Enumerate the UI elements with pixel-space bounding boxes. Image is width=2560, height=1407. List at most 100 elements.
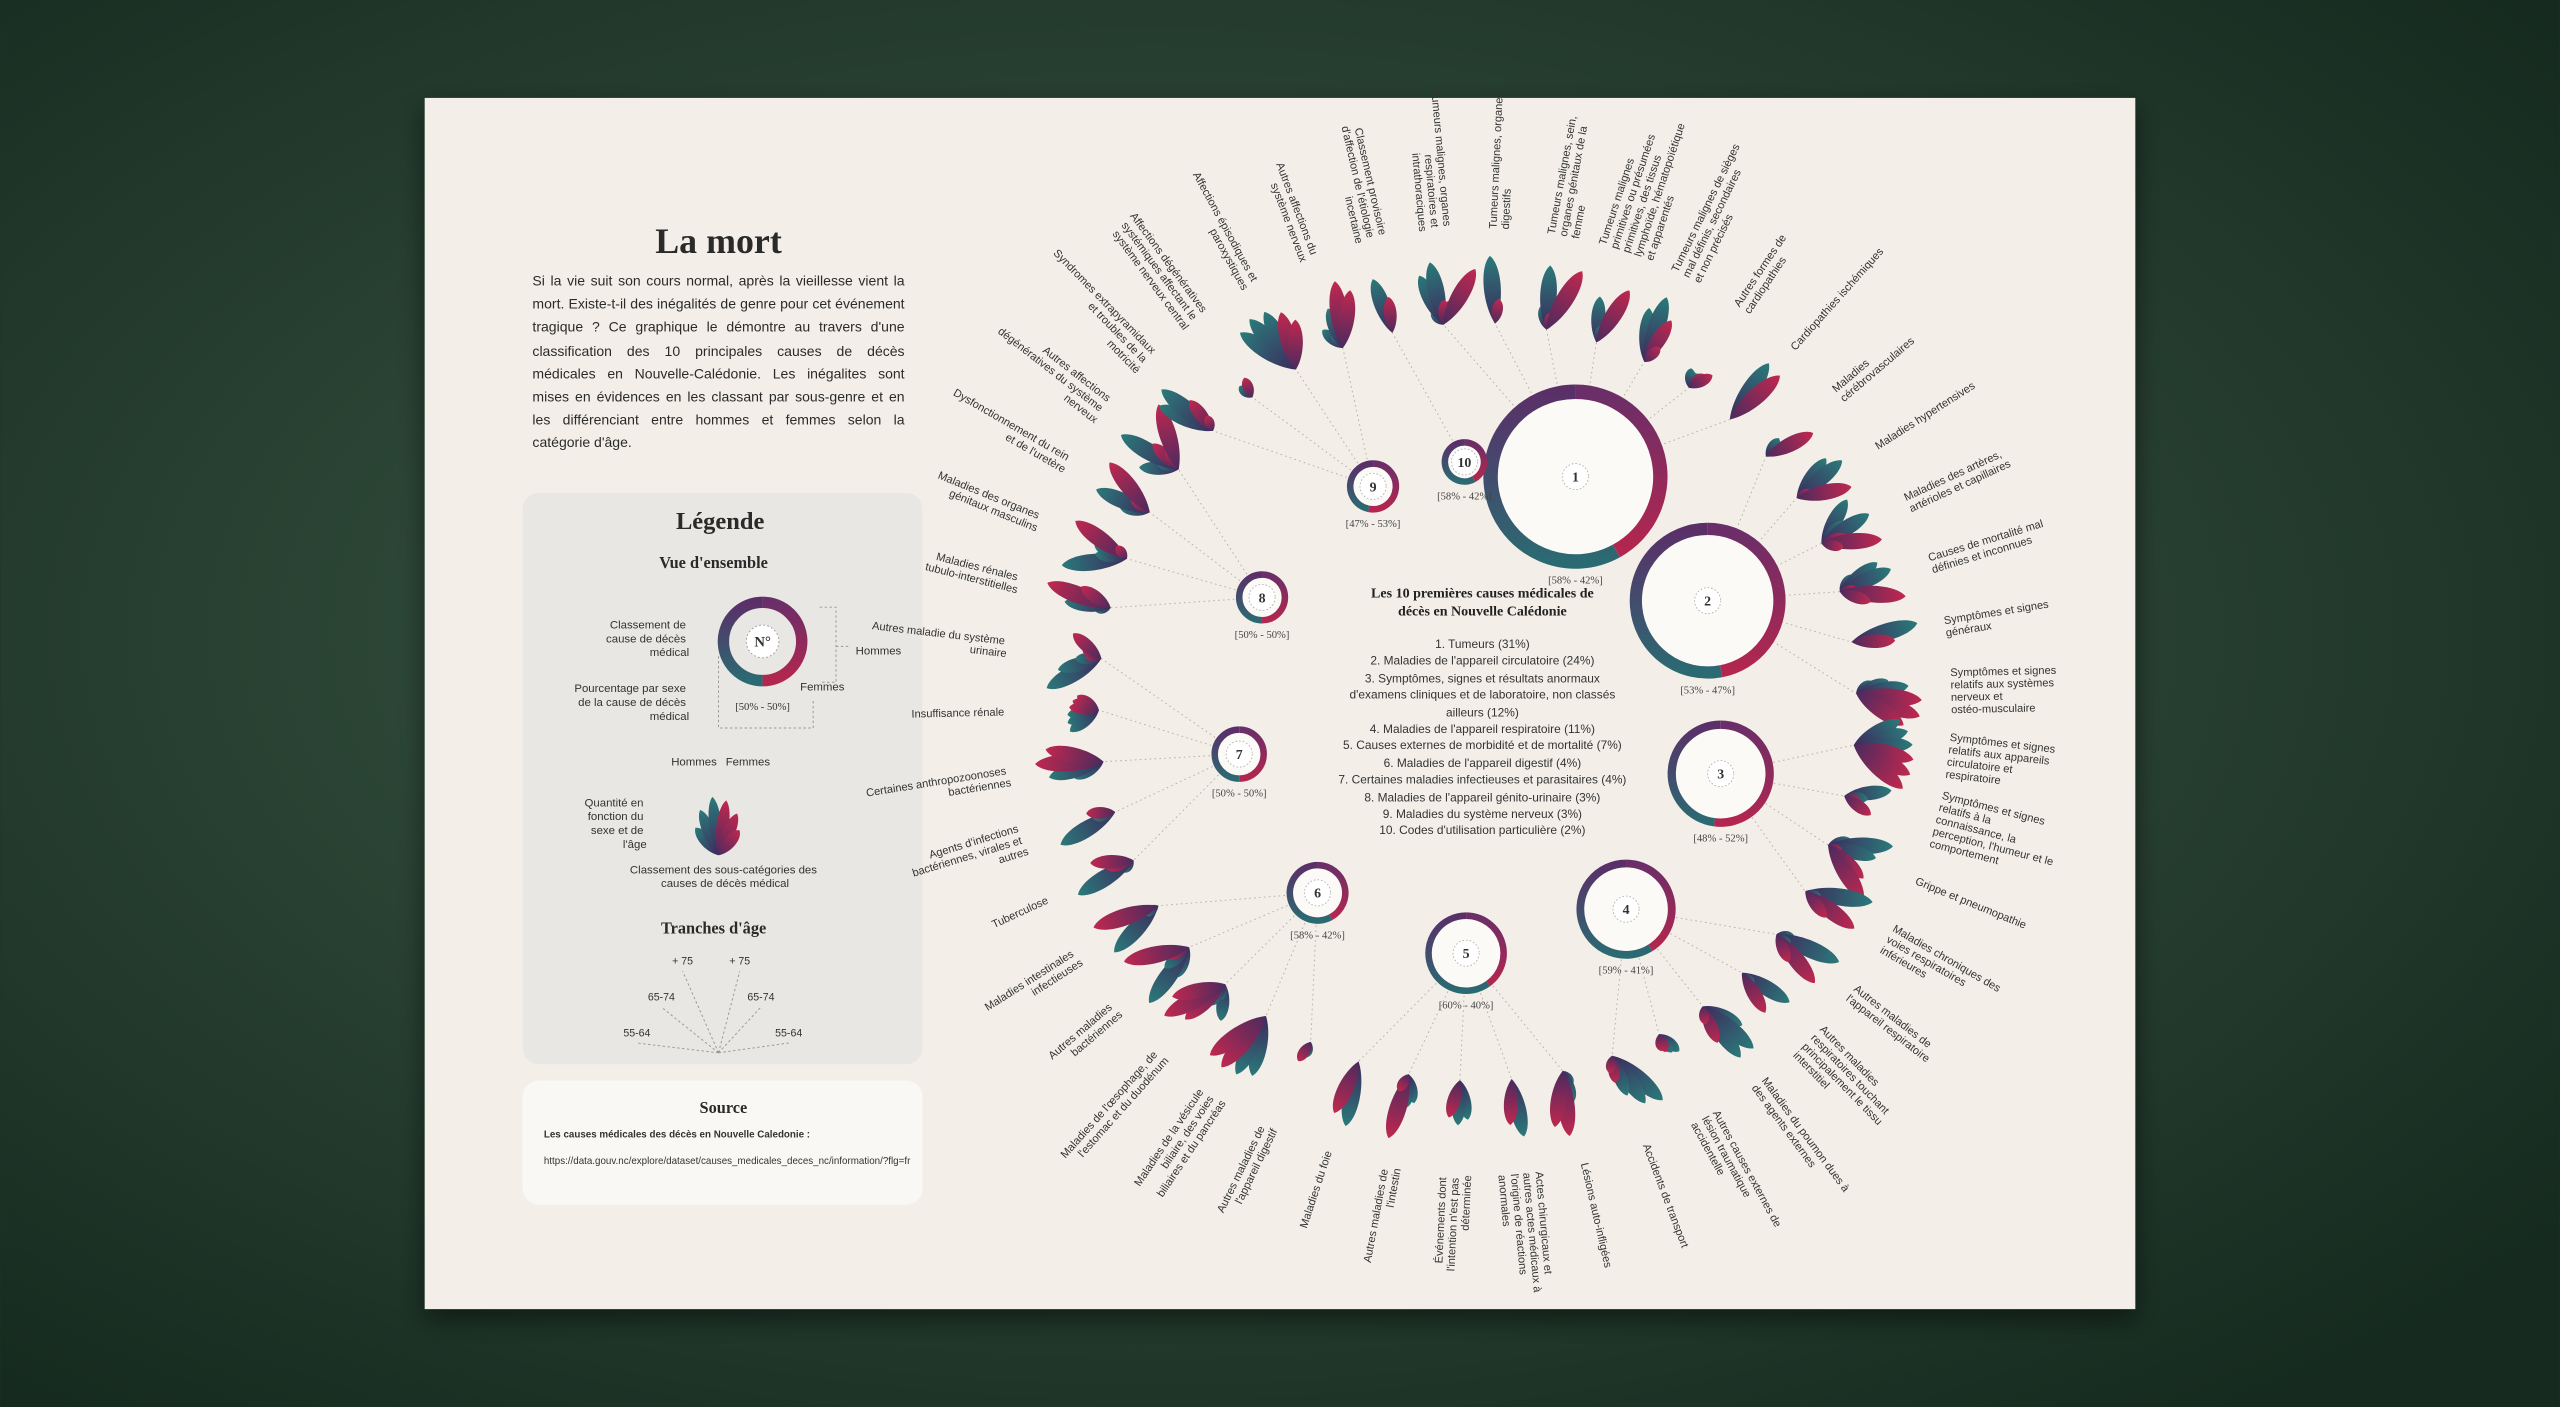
ring-share: [59% - 41%] [1599,965,1654,976]
ring-men [1425,912,1491,995]
center-item: 1. Tumeurs (31%) [1435,636,1530,652]
text-line: Quantité en [585,797,647,809]
petal [1385,1074,1410,1139]
petal [1155,404,1180,470]
connector [1342,347,1369,465]
ring-share: [48% - 52%] [1693,834,1748,845]
ring-women [1707,522,1786,678]
text-line: fonction du [588,811,647,823]
connector [1618,361,1645,405]
center-list: 1. Tumeurs (31%) 2. Maladies de l'apparei… [1319,637,1645,841]
legend-petal [718,830,740,856]
subcategory-label: Tumeurs malignes, organes digestifs [1487,89,1518,230]
text-line: cause de décès [606,633,689,645]
petal [1443,269,1477,325]
connector [1754,497,1798,547]
legend-quantity-note: Quantité en fonction du sexe et de l'âge [585,797,647,851]
subcategory-label: Événements dont l'intention n'est pas dé… [1432,1174,1474,1272]
ring-men [1286,861,1333,924]
ring-rank: 8 [1259,591,1266,606]
petal [1114,905,1159,953]
legend-rank-symbol: N° [754,634,771,650]
center-title: Les 10 premières causes médicales de déc… [1371,584,1594,619]
legend-overview: Vue d'ensemble [659,553,768,572]
text-line: déterminée [1460,1175,1475,1231]
connector [1641,387,1690,425]
petal [1699,1006,1710,1025]
legend-age: 55-64 [775,1027,802,1039]
ring-core [1248,583,1276,611]
petal [1446,1080,1462,1118]
connector [1149,511,1245,584]
ring-rank: 1 [1572,471,1579,486]
connector [1654,419,1730,448]
petal [1115,545,1128,559]
ring-women [1261,571,1289,624]
ring-men [1346,460,1374,513]
text-line: ostéo-musculaire [1951,702,2036,716]
legend-petal-women: Femmes [726,757,771,769]
text-line: de la cause de décès [578,697,689,709]
petal [1605,1055,1616,1074]
legend-ring-men [717,596,763,687]
ring-women [1238,726,1267,782]
subcategory-label: Symptômes et signes relatifs aux système… [1950,665,2060,717]
text-line: médical [650,711,689,723]
petal [1109,462,1150,513]
petal [1796,483,1852,501]
ring-rank: 5 [1463,947,1470,962]
text-line: relatifs aux systèmes [1950,677,2057,691]
ring-rank: 9 [1370,480,1377,495]
connector [1478,988,1513,1080]
text-line: l'âge [623,839,647,851]
ring-core [1561,463,1589,491]
text-line: Pourcentage par sexe [574,683,689,695]
text-line: Classement de [610,619,689,631]
intro-box: Si la vie suit son cours normal, après l… [532,272,905,452]
petal [1851,634,1896,648]
connector [1779,591,1840,597]
text-line: Événements dont [1432,1174,1449,1264]
center-item: 2. Maladies de l'appareil circulatoire (… [1370,653,1595,669]
source-box: Les causes médicales des décès en Nouvel… [544,1126,911,1172]
ring-women [1465,912,1507,987]
connector [1178,469,1250,579]
intro: Si la vie suit son cours normal, après l… [532,272,905,452]
ring-men [1667,720,1721,827]
ring-rank: 10 [1458,456,1472,471]
legend-age: 55-64 [623,1027,650,1039]
petal [1775,934,1791,963]
connector [1734,456,1767,535]
center-item: 10. Codes d'utilisation particulière (2%… [1379,823,1586,839]
connector [1459,990,1465,1081]
legend-age-lines [636,970,789,1054]
petal [1075,520,1127,559]
center-item: 9. Maladies du système nerveux (3%) [1382,806,1583,822]
text-line: sexe et de [591,825,647,837]
ring-women [1575,384,1668,558]
connector [1653,944,1704,1007]
petal [1209,1015,1266,1056]
legend-rank-note: Classement de cause de décès médical [606,619,689,659]
ring-rank: 4 [1623,903,1630,918]
connector [1408,986,1451,1075]
connector [1133,771,1223,861]
petal [1776,934,1840,964]
connector [1110,598,1240,609]
source-url: https://data.gouv.nc/explore/dataset/cau… [543,1157,911,1168]
ring-men [1576,859,1653,959]
text-line: Insuffisance rénale [911,707,1004,721]
source-text: Les causes médicales des décès en Nouvel… [544,1126,911,1172]
connector [1098,709,1216,748]
petal [1383,297,1397,333]
ring-men [1236,571,1263,624]
petal [1123,944,1190,966]
petal [1839,590,1871,605]
petal [1689,373,1713,389]
ring-women [1368,460,1400,513]
ring-share: [58% - 42%] [1437,491,1492,502]
text-line: l'intention n'est pas [1445,1174,1461,1271]
ring-rank: 2 [1704,595,1711,610]
petal [1172,981,1226,1001]
ring-core [1707,760,1735,788]
